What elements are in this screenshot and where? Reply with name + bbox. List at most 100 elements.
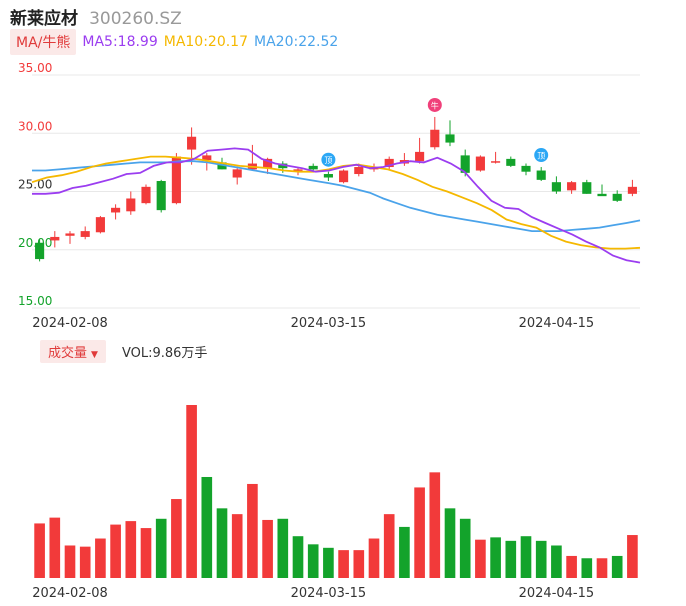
candle-body [521, 165, 531, 172]
ma5-line [32, 147, 641, 264]
ma20-legend-label: MA20:22.52 [254, 34, 339, 50]
price-tick-label: 25.00 [18, 178, 52, 192]
price-date-tick-label: 2024-04-15 [519, 316, 595, 331]
candle-body [171, 156, 181, 204]
volume-bar [95, 538, 106, 578]
volume-bar [292, 536, 304, 578]
volume-legend: 成交量 ▼ VOL:9.86万手 [40, 339, 208, 363]
candle-body [202, 155, 212, 161]
candle-body [551, 182, 561, 192]
volume-bar [368, 538, 380, 578]
chevron-down-icon: ▼ [91, 349, 98, 360]
price-tick-label: 15.00 [18, 294, 52, 308]
candle-body [354, 167, 364, 175]
volume-bar [475, 539, 486, 578]
volume-bar [414, 487, 425, 578]
volume-bar [535, 540, 547, 578]
marker-badge-text: 顶 [537, 152, 545, 161]
diamond-badge-icon: 顶 [534, 148, 549, 163]
volume-bar [429, 472, 441, 578]
volume-date-tick-label: 2024-03-15 [291, 586, 367, 601]
ma-toggle-button[interactable]: MA/牛熊 [10, 29, 77, 55]
candle-body [384, 158, 394, 168]
stock-name: 新莱应材 [10, 9, 78, 29]
volume-bar [34, 523, 45, 578]
marker-badge-circle [321, 152, 336, 167]
candle-body [612, 193, 622, 201]
volume-bar [323, 547, 334, 578]
candle-body [278, 163, 288, 169]
candle-body [126, 198, 136, 212]
volume-bar [551, 545, 562, 578]
stock-code: 300260.SZ [89, 9, 182, 29]
volume-bar [201, 476, 213, 578]
candle-body [156, 181, 166, 211]
candle-body [95, 217, 105, 233]
candle-body [430, 129, 440, 148]
candle-body [460, 155, 470, 173]
candle-body [263, 158, 273, 169]
volume-bar [277, 518, 289, 578]
volume-bar [216, 508, 228, 578]
volume-bar [627, 535, 638, 578]
volume-bar [307, 544, 319, 578]
candle-body [141, 186, 151, 204]
volume-bar [64, 545, 76, 578]
candle-body [475, 156, 485, 171]
volume-bar [611, 555, 623, 578]
volume-date-tick-label: 2024-04-15 [519, 586, 595, 601]
volume-bar [171, 499, 182, 578]
ma5-legend-label: MA5:18.99 [82, 34, 158, 50]
volume-bar [566, 555, 577, 578]
volume-date-tick-label: 2024-02-08 [32, 586, 108, 601]
volume-bar [140, 528, 152, 578]
volume-bar [383, 514, 395, 578]
candle-body [111, 207, 121, 213]
candle-body [232, 169, 242, 178]
candle-body [491, 161, 501, 163]
volume-toggle-button[interactable]: 成交量 ▼ [40, 339, 106, 363]
marker-badge-circle [534, 148, 549, 163]
volume-bar [596, 558, 608, 578]
volume-bar [155, 518, 167, 578]
volume-bar [125, 521, 137, 578]
volume-bar [231, 514, 243, 578]
volume-toggle-label: 成交量 [48, 345, 88, 361]
volume-bar [353, 550, 365, 578]
ma10-legend-label: MA10:20.17 [163, 34, 249, 50]
diamond-badge-icon: 顶 [321, 152, 336, 167]
volume-bar [49, 517, 61, 578]
volume-bar [399, 526, 410, 578]
ma20-line [32, 160, 641, 233]
volume-bar [581, 558, 593, 578]
volume-value-label: VOL:9.86万手 [121, 345, 208, 361]
candle-body [80, 231, 90, 237]
volume-bar [262, 519, 273, 578]
candle-body [597, 193, 607, 197]
candle-body [506, 158, 516, 166]
candle-body [415, 151, 425, 162]
price-date-tick-label: 2024-03-15 [291, 316, 367, 331]
volume-bar [444, 508, 456, 578]
candle-body [187, 136, 197, 150]
candle-body [627, 186, 637, 194]
volume-bar [186, 405, 197, 578]
candle-body [323, 174, 333, 178]
volume-bar [338, 550, 349, 578]
volume-bar [520, 536, 532, 578]
price-tick-label: 35.00 [18, 61, 52, 75]
volume-bar [505, 540, 517, 578]
marker-badge-circle [427, 97, 442, 112]
candle-body [308, 165, 318, 170]
candle-body [582, 182, 592, 194]
volume-bar [459, 518, 471, 578]
marker-badge-text: 牛 [431, 100, 439, 110]
candle-body [65, 233, 75, 236]
stock-header: 新莱应材 300260.SZ [10, 4, 182, 29]
candle-body [50, 236, 60, 241]
candle-body [339, 170, 349, 183]
volume-bar [110, 524, 121, 578]
marker-badge-text: 顶 [324, 156, 332, 165]
volume-bar [79, 546, 91, 578]
